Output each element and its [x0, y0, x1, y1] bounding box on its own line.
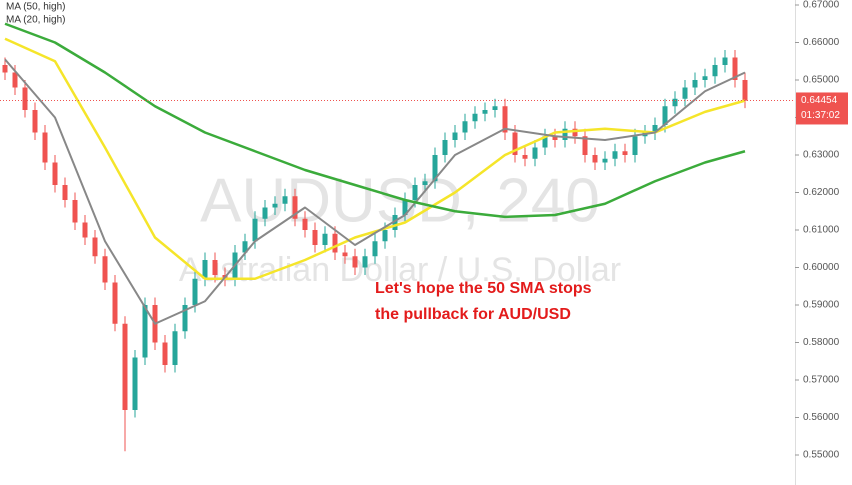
- candle-body: [392, 214, 398, 230]
- y-tick-label: 0.66000: [803, 37, 840, 48]
- y-tick-label: 0.59000: [803, 300, 840, 311]
- watermark-name: Australian Dollar / U.S. Dollar: [179, 251, 621, 289]
- candle-body: [482, 109, 488, 114]
- candle-body: [462, 121, 468, 133]
- candle-body: [22, 87, 28, 110]
- candle-body: [62, 184, 68, 200]
- candle-body: [632, 136, 638, 155]
- candle-body: [472, 113, 478, 122]
- y-tick-label: 0.65000: [803, 75, 840, 86]
- candle-body: [142, 304, 148, 358]
- candle-body: [592, 154, 598, 163]
- candle-body: [672, 98, 678, 107]
- candle-body: [242, 241, 248, 253]
- candle-body: [432, 154, 438, 182]
- candle-body: [172, 331, 178, 365]
- y-tick-label: 0.56000: [803, 412, 840, 423]
- candle-body: [512, 132, 518, 155]
- candle-body: [532, 147, 538, 159]
- candle-body: [692, 79, 698, 88]
- countdown: 01:37:02: [801, 110, 840, 121]
- candle-body: [312, 229, 318, 245]
- ma-line: [4, 22, 746, 219]
- candle-body: [732, 57, 738, 80]
- legend-entry: MA (50, high): [6, 2, 65, 13]
- candle-body: [622, 151, 628, 155]
- candle-body: [362, 256, 368, 268]
- candle-body: [32, 109, 38, 133]
- candle-body: [352, 256, 358, 268]
- y-tick-label: 0.61000: [803, 225, 840, 236]
- annotation: Let's hope the 50 SMA stops: [375, 280, 592, 297]
- candle-body: [262, 207, 268, 219]
- candle-body: [372, 241, 378, 257]
- candle-body: [292, 196, 298, 219]
- y-tick-label: 0.62000: [803, 187, 840, 198]
- candle-body: [552, 136, 558, 140]
- ma-line: [4, 58, 746, 325]
- candle-body: [652, 124, 658, 133]
- candle-body: [452, 132, 458, 140]
- annotation: the pullback for AUD/USD: [375, 306, 571, 323]
- candle-body: [542, 136, 548, 148]
- candle-body: [162, 342, 168, 365]
- candle-body: [192, 278, 198, 305]
- candle-body: [442, 139, 448, 155]
- price-label-box: [796, 92, 848, 125]
- candle-body: [282, 196, 288, 204]
- candle-body: [682, 87, 688, 99]
- candle-body: [492, 106, 498, 110]
- y-tick-label: 0.67000: [803, 0, 840, 11]
- legend-entry: MA (20, high): [6, 15, 65, 26]
- candle-body: [122, 323, 128, 410]
- y-tick-label: 0.58000: [803, 337, 840, 348]
- candle-body: [662, 106, 668, 125]
- candle-body: [322, 233, 328, 245]
- candle-body: [742, 79, 748, 101]
- candle-body: [272, 203, 278, 208]
- candle-body: [382, 229, 388, 242]
- candle-body: [182, 304, 188, 332]
- candle-body: [562, 128, 568, 140]
- candle-body: [12, 72, 18, 88]
- candle-body: [722, 57, 728, 65]
- candle-body: [602, 158, 608, 163]
- candle-body: [102, 256, 108, 283]
- candle-body: [702, 76, 708, 80]
- candle-body: [342, 252, 348, 257]
- candle-body: [402, 199, 408, 215]
- candle-body: [82, 222, 88, 238]
- candle-body: [212, 259, 218, 275]
- candle-body: [42, 132, 48, 163]
- candle-body: [332, 233, 338, 253]
- candle-body: [92, 237, 98, 257]
- candle-body: [422, 181, 428, 185]
- candle-body: [252, 218, 258, 242]
- candle-body: [132, 357, 138, 410]
- candle-body: [502, 106, 508, 133]
- price-label: 0.64454: [801, 95, 838, 106]
- candle-body: [112, 282, 118, 324]
- y-tick-label: 0.60000: [803, 262, 840, 273]
- candle-body: [522, 154, 528, 159]
- candle-body: [412, 184, 418, 200]
- candle-body: [572, 128, 578, 137]
- candle-body: [202, 259, 208, 279]
- candle-body: [612, 151, 618, 159]
- candle-body: [302, 218, 308, 230]
- y-tick-label: 0.63000: [803, 150, 840, 161]
- candle-body: [712, 64, 718, 77]
- candle-body: [2, 64, 8, 73]
- plot: [2, 22, 748, 452]
- candle-body: [582, 136, 588, 155]
- candle-body: [72, 199, 78, 223]
- candle-body: [52, 162, 58, 185]
- y-tick-label: 0.57000: [803, 375, 840, 386]
- y-tick-label: 0.55000: [803, 450, 840, 461]
